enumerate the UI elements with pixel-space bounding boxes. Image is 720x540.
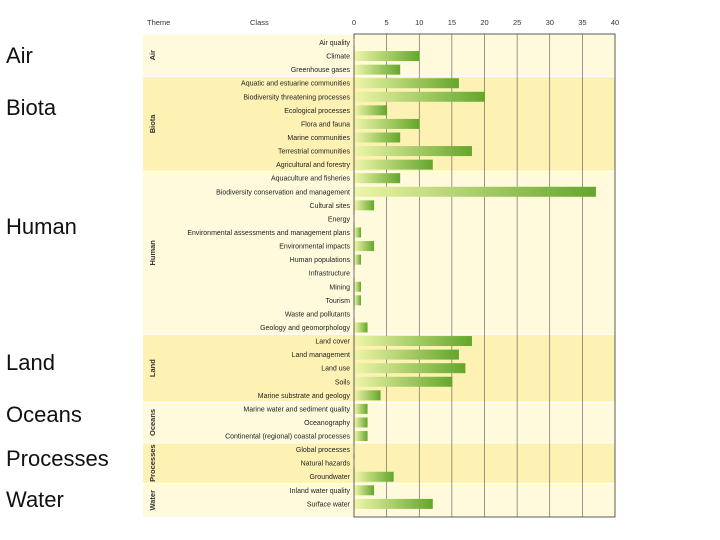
- header-class: Class: [250, 18, 269, 27]
- category-label: Biodiversity threatening processes: [243, 94, 350, 101]
- bar: [354, 336, 472, 347]
- bar: [354, 91, 485, 102]
- theme-label-oceans: Oceans: [6, 402, 82, 427]
- bar: [354, 322, 368, 333]
- x-tick-label: 35: [578, 18, 586, 27]
- theme-label-water: Water: [6, 487, 64, 512]
- category-label: Air quality: [319, 40, 350, 47]
- category-label: Climate: [326, 54, 350, 61]
- category-label: Greenhouse gases: [291, 67, 351, 74]
- x-tick-label: 20: [480, 18, 488, 27]
- bar: [354, 281, 362, 292]
- bar: [354, 227, 362, 238]
- header-theme: Theme: [147, 18, 170, 27]
- category-label: Marine substrate and geology: [258, 393, 351, 400]
- theme-label-biota: Biota: [6, 95, 57, 120]
- theme-label-land: Land: [6, 350, 55, 375]
- theme-band: [143, 171, 615, 335]
- category-label: Environmental assessments and management…: [187, 230, 350, 237]
- theme-axis-label: Land: [148, 359, 157, 377]
- x-tick-label: 5: [385, 18, 389, 27]
- theme-label-human: Human: [6, 214, 77, 239]
- category-label: Natural hazards: [301, 461, 351, 468]
- bar: [354, 146, 472, 157]
- theme-label-processes: Processes: [6, 446, 109, 471]
- bar: [354, 186, 596, 197]
- bar: [354, 64, 401, 75]
- category-label: Waste and pollutants: [285, 311, 351, 318]
- category-label: Land use: [321, 366, 350, 373]
- x-tick-label: 0: [352, 18, 356, 27]
- bar: [354, 295, 362, 306]
- theme-label-air: Air: [6, 43, 33, 68]
- category-label: Terrestrial communities: [278, 149, 350, 156]
- bar: [354, 51, 420, 62]
- bar: [354, 349, 459, 360]
- category-label: Surface water: [307, 501, 351, 508]
- bar: [354, 390, 381, 401]
- category-label: Tourism: [325, 298, 350, 305]
- x-tick-label: 10: [415, 18, 423, 27]
- bar: [354, 417, 368, 428]
- bar: [354, 254, 362, 265]
- theme-axis-label: Human: [148, 240, 157, 266]
- theme-axis-label: Biota: [148, 114, 157, 134]
- bar: [354, 159, 433, 170]
- bar: [354, 105, 388, 116]
- x-tick-label: 40: [611, 18, 619, 27]
- theme-band: [143, 402, 615, 443]
- bar: [354, 471, 394, 482]
- theme-axis-label: Air: [148, 50, 157, 61]
- category-label: Land management: [292, 352, 350, 359]
- x-tick-label: 25: [513, 18, 521, 27]
- category-label: Human populations: [290, 257, 351, 264]
- category-label: Land cover: [315, 339, 350, 346]
- bar: [354, 431, 368, 442]
- category-label: Continental (regional) coastal processes: [225, 434, 350, 441]
- bar: [354, 173, 401, 184]
- category-label: Oceanography: [304, 420, 350, 427]
- category-label: Biodiversity conservation and management: [216, 189, 350, 196]
- bar: [354, 363, 466, 374]
- category-label: Flora and fauna: [301, 121, 350, 128]
- theme-axis-label: Water: [148, 490, 157, 511]
- bar: [354, 118, 420, 129]
- bar: [354, 498, 433, 509]
- theme-axis-label: Oceans: [148, 409, 157, 436]
- category-label: Energy: [328, 216, 351, 223]
- bar: [354, 78, 459, 89]
- category-label: Agricultural and forestry: [276, 162, 350, 169]
- bar: [354, 200, 375, 211]
- bar: [354, 403, 368, 414]
- category-label: Ecological processes: [284, 108, 350, 115]
- category-label: Marine communities: [287, 135, 350, 142]
- bar: [354, 376, 453, 387]
- bar: [354, 485, 375, 496]
- category-label: Environmental impacts: [279, 244, 350, 251]
- category-label: Groundwater: [310, 474, 351, 481]
- category-label: Soils: [335, 379, 351, 386]
- category-label: Mining: [329, 284, 350, 291]
- theme-axis-label: Processes: [148, 444, 157, 482]
- category-label: Inland water quality: [290, 488, 351, 495]
- category-label: Cultural sites: [310, 203, 351, 210]
- category-label: Aquaculture and fisheries: [271, 176, 350, 183]
- x-tick-label: 15: [448, 18, 456, 27]
- category-label: Global processes: [296, 447, 351, 454]
- category-label: Marine water and sediment quality: [243, 406, 350, 413]
- x-tick-label: 30: [546, 18, 554, 27]
- bar: [354, 241, 375, 252]
- category-label: Aquatic and estuarine communities: [241, 81, 350, 88]
- category-label: Geology and geomorphology: [260, 325, 350, 332]
- bar: [354, 132, 401, 143]
- category-label: Infrastructure: [309, 271, 350, 278]
